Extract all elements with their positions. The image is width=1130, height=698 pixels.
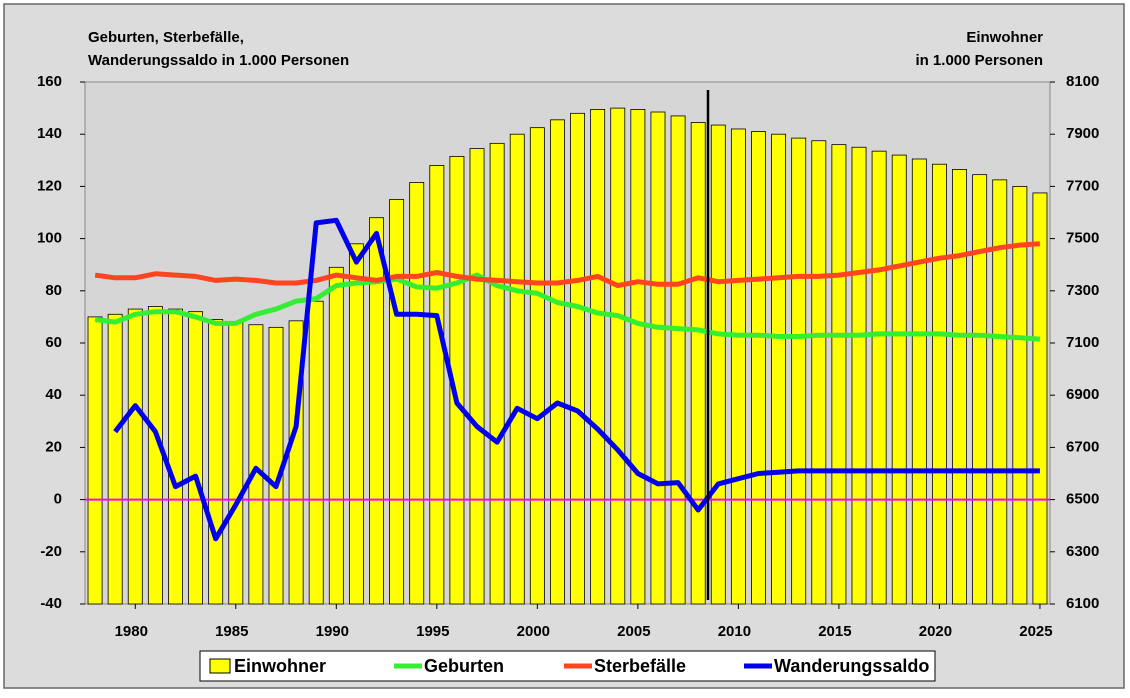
bar [469, 148, 485, 605]
y-tick-label: -40 [40, 595, 62, 612]
bar [248, 324, 264, 605]
y2-tick-label: 6500 [1066, 491, 1099, 508]
x-tick-label: 2000 [517, 623, 550, 640]
bar [811, 140, 827, 605]
y2-tick-label: 7700 [1066, 177, 1099, 194]
bar [730, 128, 746, 605]
bar [771, 133, 787, 605]
x-tick-label: 2020 [919, 623, 952, 640]
bar [871, 150, 887, 605]
bar [851, 146, 867, 605]
bar [931, 163, 947, 605]
y-tick-label: 20 [45, 438, 62, 455]
x-tick-label: 2005 [617, 623, 650, 640]
legend-label: Einwohner [234, 656, 326, 676]
bar [1012, 185, 1028, 605]
bar [952, 169, 967, 605]
y2-tick-label: 6300 [1066, 543, 1099, 560]
x-tick-label: 2025 [1019, 623, 1052, 640]
y-tick-label: -20 [40, 543, 62, 560]
y-tick-label: 140 [37, 125, 62, 142]
bar [550, 119, 565, 605]
y2-tick-label: 7900 [1066, 125, 1099, 142]
x-tick-label: 1990 [316, 623, 349, 640]
bar [650, 111, 666, 605]
bar [570, 112, 585, 605]
line [94, 272, 1041, 342]
y2-tick-label: 7100 [1066, 334, 1099, 351]
bar [208, 319, 224, 605]
bar [590, 109, 606, 605]
bar [489, 142, 505, 605]
bar [429, 165, 445, 605]
x-tick-label: 1995 [416, 623, 449, 640]
y-tick-label: 40 [45, 386, 62, 403]
legend-label: Geburten [424, 656, 504, 676]
bar [328, 266, 344, 605]
x-tick-label: 1985 [215, 623, 248, 640]
bar [670, 115, 686, 605]
line [113, 217, 1040, 542]
y2-tick-label: 7300 [1066, 282, 1099, 299]
bar [791, 137, 807, 605]
bar [168, 308, 183, 605]
y-tick-label: 0 [54, 491, 62, 508]
bar [127, 308, 143, 605]
y2-tick-label: 6700 [1066, 438, 1099, 455]
y-axis-title: Geburten, Sterbefälle, [88, 29, 244, 46]
bar [188, 311, 204, 605]
bar [529, 127, 545, 605]
y2-axis-title: Einwohner [966, 29, 1043, 46]
bar [369, 217, 384, 605]
bar [409, 182, 425, 605]
bar [610, 107, 626, 605]
bar [690, 122, 706, 605]
line [94, 241, 1041, 289]
bar [972, 174, 988, 605]
bar [992, 179, 1008, 605]
bar [107, 313, 123, 605]
bar [831, 144, 847, 605]
y-tick-label: 160 [37, 73, 62, 90]
y-tick-label: 80 [45, 282, 62, 299]
y-tick-label: 120 [37, 177, 62, 194]
y2-tick-label: 8100 [1066, 73, 1099, 90]
x-tick-label: 1980 [115, 623, 148, 640]
bar [348, 243, 364, 605]
bar [1032, 192, 1048, 605]
y-tick-label: 60 [45, 334, 62, 351]
bar [911, 158, 927, 605]
y2-tick-label: 6100 [1066, 595, 1099, 612]
bar [630, 109, 646, 605]
y-axis-title: Wanderungssaldo in 1.000 Personen [88, 52, 349, 69]
x-tick-label: 2010 [718, 623, 751, 640]
bar [509, 133, 525, 605]
y2-axis-title: in 1.000 Personen [915, 52, 1043, 69]
legend-label: Wanderungssaldo [774, 656, 929, 676]
bar [228, 321, 244, 605]
y-tick-label: 100 [37, 230, 62, 247]
y2-tick-label: 7500 [1066, 230, 1099, 247]
bar [710, 124, 726, 605]
y2-tick-label: 6900 [1066, 386, 1099, 403]
bar [891, 154, 907, 605]
bar [751, 131, 766, 605]
legend-swatch [209, 658, 231, 674]
bar [147, 306, 163, 605]
bar [389, 199, 405, 605]
bar [308, 300, 324, 605]
plot-area [84, 81, 1051, 605]
x-tick-label: 2015 [818, 623, 851, 640]
bar [87, 316, 103, 605]
legend-label: Sterbefälle [594, 656, 686, 676]
